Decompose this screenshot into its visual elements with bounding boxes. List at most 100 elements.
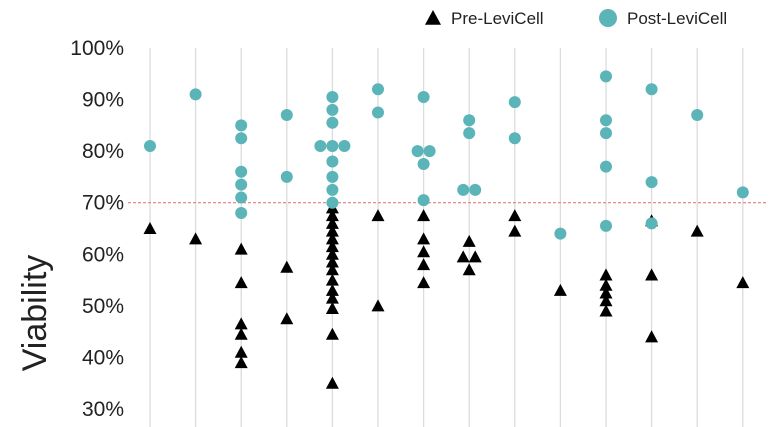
post-levicell-point (326, 196, 339, 209)
post-levicell-point (280, 170, 293, 183)
pre-levicell-point (468, 250, 482, 263)
pre-levicell-point (417, 209, 431, 222)
post-levicell-series (144, 70, 749, 240)
post-levicell-point (554, 227, 567, 240)
post-levicell-point (235, 207, 248, 220)
pre-levicell-point (645, 268, 659, 281)
pre-levicell-point (189, 232, 203, 245)
y-tick-label: 80% (82, 140, 124, 163)
pre-levicell-point (280, 260, 294, 273)
y-tick-label: 90% (82, 89, 124, 112)
post-levicell-point (235, 165, 248, 178)
post-levicell-point (372, 83, 384, 96)
pre-levicell-point (234, 345, 248, 358)
legend-label-pre-levicell: Pre-LeviCell (451, 9, 544, 28)
y-tick-label: 70% (82, 192, 124, 215)
pre-levicell-series (143, 201, 750, 389)
pre-levicell-point (234, 276, 248, 289)
post-levicell-point (235, 178, 248, 191)
pre-levicell-point (599, 268, 613, 281)
post-levicell-point (326, 90, 339, 103)
post-levicell-point (417, 194, 430, 207)
post-levicell-point (280, 109, 293, 122)
pre-levicell-point (736, 276, 750, 289)
post-levicell-point (338, 139, 351, 152)
pre-levicell-point (325, 291, 339, 304)
pre-levicell-point (325, 283, 339, 296)
y-tick-label: 60% (82, 243, 124, 266)
post-levicell-point (144, 139, 156, 152)
legend-marker-pre-levicell (425, 10, 441, 25)
pre-levicell-point (234, 317, 248, 330)
post-levicell-point (457, 183, 470, 196)
post-levicell-point (314, 139, 327, 152)
pre-levicell-point (325, 273, 339, 286)
pre-levicell-point (325, 216, 339, 229)
post-levicell-point (600, 127, 612, 140)
pre-levicell-point (234, 242, 248, 255)
pre-levicell-point (462, 234, 476, 247)
post-levicell-point (326, 116, 339, 129)
pre-levicell-point (599, 294, 613, 307)
post-levicell-point (469, 183, 482, 196)
post-levicell-point (645, 217, 658, 230)
pre-levicell-point (508, 209, 522, 222)
y-tick-label: 30% (82, 398, 124, 421)
post-levicell-point (411, 145, 424, 158)
pre-levicell-point (599, 304, 613, 317)
pre-levicell-point (645, 330, 659, 343)
pre-levicell-point (371, 209, 385, 222)
post-levicell-point (600, 160, 612, 173)
post-levicell-point (326, 103, 339, 116)
post-levicell-point (417, 158, 430, 171)
pre-levicell-point (417, 258, 431, 271)
pre-levicell-point (234, 356, 248, 369)
post-levicell-point (600, 114, 612, 127)
post-levicell-point (645, 176, 658, 189)
pre-levicell-point (417, 276, 431, 289)
pre-levicell-point (690, 224, 704, 237)
post-levicell-point (600, 70, 612, 83)
pre-levicell-point (553, 283, 567, 296)
y-tick-label: 40% (82, 346, 124, 369)
y-axis-ticks: 30% 40% 50% 60% 70% 80% 90% 100% (70, 37, 124, 421)
pre-levicell-point (325, 376, 339, 389)
post-levicell-point (508, 132, 521, 145)
post-levicell-point (508, 96, 521, 109)
y-axis-label: Viability (16, 255, 54, 372)
post-levicell-point (417, 90, 430, 103)
pre-levicell-point (325, 301, 339, 314)
pre-levicell-point (599, 278, 613, 291)
pre-levicell-point (325, 240, 339, 253)
pre-levicell-point (417, 232, 431, 245)
pre-levicell-point (234, 327, 248, 340)
legend-label-post-levicell: Post-LeviCell (627, 9, 727, 28)
pre-levicell-point (325, 327, 339, 340)
y-tick-label: 50% (82, 295, 124, 318)
post-levicell-point (326, 183, 339, 196)
pre-levicell-point (417, 245, 431, 258)
post-levicell-point (235, 119, 248, 132)
pre-levicell-point (371, 299, 385, 312)
post-levicell-point (423, 145, 436, 158)
pre-levicell-point (325, 255, 339, 268)
post-levicell-point (600, 219, 612, 232)
post-levicell-point (235, 132, 248, 145)
pre-levicell-point (325, 263, 339, 276)
pre-levicell-point (325, 209, 339, 222)
legend: Pre-LeviCell Post-LeviCell (425, 9, 727, 28)
pre-levicell-point (456, 250, 470, 263)
grid-lines (149, 48, 744, 427)
post-levicell-point (372, 106, 384, 119)
post-levicell-point (736, 186, 749, 199)
post-levicell-point (235, 191, 248, 204)
post-levicell-point (691, 109, 704, 122)
post-levicell-point (189, 88, 202, 101)
y-tick-label: 100% (70, 37, 124, 60)
pre-levicell-point (508, 224, 522, 237)
post-levicell-point (326, 139, 339, 152)
pre-levicell-point (462, 263, 476, 276)
post-levicell-point (463, 127, 476, 140)
post-levicell-point (645, 83, 658, 96)
